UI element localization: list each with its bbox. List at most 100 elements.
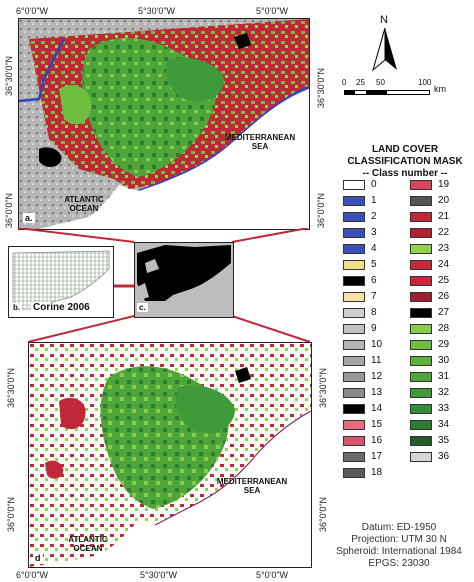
legend-swatch-3: [343, 228, 365, 238]
scale-tick-50: 50: [376, 78, 385, 87]
legend-class-number-32: 32: [438, 387, 450, 398]
legend-class-number-14: 14: [371, 403, 383, 414]
legend-swatch-9: [343, 324, 365, 334]
legend-swatch-32: [410, 388, 432, 398]
bottom-lon-label-2: 5°30'0"W: [140, 570, 178, 580]
legend-class-number-30: 30: [438, 355, 450, 366]
legend-class-number-13: 13: [371, 387, 383, 398]
map-a-graphic: [19, 19, 309, 229]
legend-class-number-20: 20: [438, 195, 450, 206]
map-c-graphic: [137, 245, 231, 301]
top-lon-label-1: 6°0'0"W: [16, 6, 49, 16]
scale-tick-0: 0: [342, 78, 347, 87]
legend-class-number-15: 15: [371, 419, 383, 430]
epsg-text: EPGS: 23030: [368, 558, 430, 569]
legend-swatch-4: [343, 244, 365, 254]
connector-lines: [17, 228, 311, 343]
map-panel-c: c.: [134, 242, 234, 318]
legend-class-number-31: 31: [438, 371, 450, 382]
bottom-lat-left-2: 36°0'0"N: [6, 496, 16, 532]
legend-swatch-6: [343, 276, 365, 286]
legend-swatch-17: [343, 452, 365, 462]
legend-swatch-16: [343, 436, 365, 446]
legend-class-number-19: 19: [438, 179, 450, 190]
map-a-ocean-label: ATLANTIC OCEAN: [64, 195, 104, 213]
bottom-lat-right-1: 36°30'0"N: [318, 367, 328, 408]
top-lat-right-1: 36°30'0"N: [316, 67, 326, 108]
legend-swatch-8: [343, 308, 365, 318]
legend-swatch-1: [343, 196, 365, 206]
legend-swatch-29: [410, 340, 432, 350]
legend-swatch-25: [410, 276, 432, 286]
legend-class-number-10: 10: [371, 339, 383, 350]
legend-class-number-28: 28: [438, 323, 450, 334]
legend-class-number-1: 1: [371, 195, 377, 206]
legend-class-number-24: 24: [438, 259, 450, 270]
legend-title-3: -- Class number --: [362, 168, 448, 179]
legend-swatch-27: [410, 308, 432, 318]
scale-unit: km: [434, 84, 446, 94]
legend-swatch-31: [410, 372, 432, 382]
bottom-lat-left-1: 36°30'0"N: [6, 367, 16, 408]
legend-class-number-22: 22: [438, 227, 450, 238]
legend-swatch-26: [410, 292, 432, 302]
bottom-lon-label-1: 6°0'0"W: [16, 570, 49, 580]
legend-swatch-12: [343, 372, 365, 382]
map-d-ocean-label: ATLANTIC OCEAN: [68, 535, 108, 553]
scale-bar: 0 25 50 100 km: [342, 78, 472, 104]
map-a-sea-label: MEDITERRANEAN SEA: [224, 133, 296, 151]
legend-swatch-21: [410, 212, 432, 222]
legend-swatch-2: [343, 212, 365, 222]
legend-swatch-23: [410, 244, 432, 254]
map-b-letter: b.: [11, 303, 23, 312]
legend-class-number-21: 21: [438, 211, 450, 222]
legend-swatch-33: [410, 404, 432, 414]
legend-class-number-12: 12: [371, 371, 383, 382]
bottom-lat-right-2: 36°0'0"N: [318, 496, 328, 532]
legend-class-number-36: 36: [438, 451, 450, 462]
spheroid-text: Spheroid: International 1984: [336, 546, 462, 557]
map-d-sea-label: MEDITERRANEAN SEA: [216, 477, 288, 495]
legend-swatch-22: [410, 228, 432, 238]
legend-swatch-7: [343, 292, 365, 302]
legend-swatch-15: [343, 420, 365, 430]
legend-swatch-14: [343, 404, 365, 414]
legend-swatch-19: [410, 180, 432, 190]
legend-class-number-4: 4: [371, 243, 377, 254]
map-c-letter: c.: [137, 303, 148, 312]
legend-class-number-25: 25: [438, 275, 450, 286]
legend-swatch-18: [343, 468, 365, 478]
north-arrow: N: [370, 14, 400, 74]
top-lat-right-2: 36°0'0"N: [316, 192, 326, 228]
legend-swatch-20: [410, 196, 432, 206]
datum-text: Datum: ED-1950: [361, 522, 437, 533]
projection-text: Projection: UTM 30 N: [351, 534, 447, 545]
legend-class-number-0: 0: [371, 179, 377, 190]
legend-class-number-27: 27: [438, 307, 450, 318]
legend-class-number-23: 23: [438, 243, 450, 254]
bottom-lon-label-3: 5°0'0"W: [256, 570, 289, 580]
map-d-letter: d: [33, 553, 43, 563]
legend-swatch-0: [343, 180, 365, 190]
top-lat-left-2: 36°0'0"N: [4, 192, 14, 228]
map-a-letter: a.: [23, 213, 35, 223]
scale-tick-100: 100: [418, 78, 432, 87]
legend-swatch-10: [343, 340, 365, 350]
north-arrow-icon: [372, 28, 397, 72]
map-d-graphic: [29, 343, 311, 567]
legend-class-number-18: 18: [371, 467, 383, 478]
legend-swatch-34: [410, 420, 432, 430]
legend-class-number-17: 17: [371, 451, 383, 462]
legend-class-number-33: 33: [438, 403, 450, 414]
legend-class-number-34: 34: [438, 419, 450, 430]
legend-swatch-24: [410, 260, 432, 270]
legend-swatch-13: [343, 388, 365, 398]
map-panel-a: MEDITERRANEAN SEA ATLANTIC OCEAN a.: [18, 18, 310, 230]
map-panel-b: b. Corine 2006: [8, 246, 114, 318]
legend-class-number-6: 6: [371, 275, 377, 286]
legend-title-1: LAND COVER: [371, 144, 439, 155]
legend-swatch-11: [343, 356, 365, 366]
legend-class-number-7: 7: [371, 291, 377, 302]
legend-class-number-8: 8: [371, 307, 377, 318]
legend-class-number-29: 29: [438, 339, 450, 350]
